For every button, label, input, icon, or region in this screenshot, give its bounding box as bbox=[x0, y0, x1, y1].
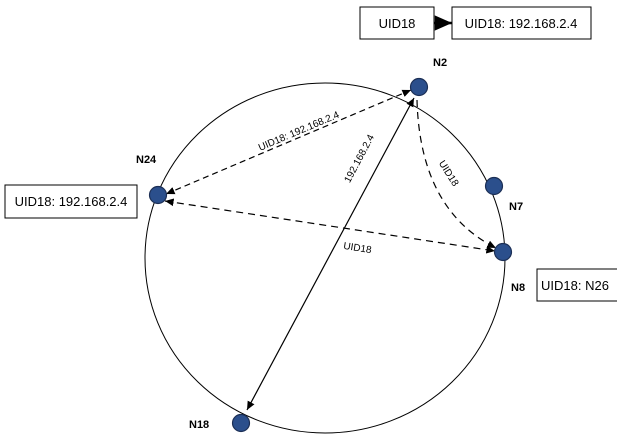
query-uid-text: UID18 bbox=[379, 16, 416, 31]
edge-n24-n8-label: UID18 bbox=[343, 241, 373, 256]
node-n2 bbox=[409, 77, 429, 97]
node-n2-label: N2 bbox=[433, 57, 447, 69]
query-result-box bbox=[451, 6, 592, 40]
edge-n24-n8 bbox=[164, 198, 496, 254]
n8-entry-box bbox=[536, 268, 617, 302]
node-n8-label: N8 bbox=[511, 282, 525, 294]
edge-n2-n8 bbox=[416, 99, 497, 249]
edge-n2-n24-label: UID18: 192.168.2.4 bbox=[257, 110, 342, 154]
n24-entry-box bbox=[4, 184, 138, 219]
node-n8 bbox=[493, 242, 513, 262]
node-n7-label: N7 bbox=[509, 201, 523, 213]
ring-circle bbox=[144, 82, 506, 434]
node-n18-label: N18 bbox=[189, 419, 209, 431]
query-result-text: UID18: 192.168.2.4 bbox=[465, 16, 578, 31]
n8-entry-text: UID18: N26 bbox=[541, 278, 609, 293]
node-n7 bbox=[484, 176, 504, 196]
query-uid-box bbox=[359, 6, 435, 40]
edge-n2-n8-label: UID18 bbox=[436, 159, 461, 189]
n24-entry-text: UID18: 192.168.2.4 bbox=[15, 194, 128, 209]
edge-n2-n18 bbox=[246, 97, 415, 411]
node-n24 bbox=[148, 185, 168, 205]
node-n18 bbox=[231, 413, 251, 433]
node-n24-label: N24 bbox=[136, 154, 157, 166]
